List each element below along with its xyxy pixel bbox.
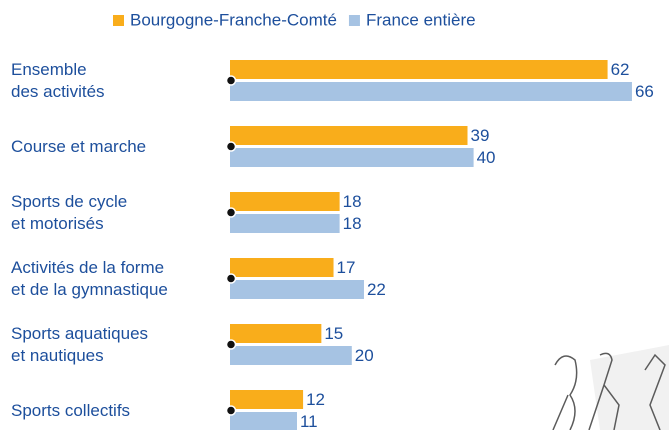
bar (230, 148, 474, 167)
bar (230, 258, 334, 277)
value-label: 39 (471, 126, 490, 145)
bar (230, 82, 632, 101)
axis-dot (225, 75, 237, 86)
bar (230, 192, 340, 211)
category-label: Sports de cycle et motorisés (11, 191, 128, 233)
bar (230, 324, 322, 343)
legend-label: France entière (366, 10, 476, 29)
value-label: 20 (355, 346, 374, 365)
legend-label: Bourgogne-Franche-Comté (130, 10, 337, 29)
category-label: Sports aquatiques et nautiques (11, 323, 149, 365)
bar (230, 214, 340, 233)
value-label: 18 (343, 192, 362, 211)
legend-swatch (348, 15, 360, 26)
value-label: 15 (324, 324, 343, 343)
value-label: 62 (611, 60, 630, 79)
category-label: Activités de la forme et de la gymnastiq… (11, 257, 168, 299)
value-label: 66 (635, 82, 654, 101)
value-label: 11 (300, 412, 318, 430)
category-label: Sports collectifs (11, 400, 131, 420)
axis-dot (225, 405, 237, 416)
bar (230, 390, 304, 409)
value-label: 17 (337, 258, 356, 277)
axis-dot (225, 207, 237, 218)
legend-swatch (113, 15, 124, 26)
axis-dot (225, 273, 237, 284)
value-label: 18 (343, 214, 362, 233)
value-label: 40 (477, 148, 496, 167)
category-label: Ensemble des activités (11, 59, 105, 101)
axis-dot (225, 141, 237, 152)
axis-dot (225, 339, 237, 350)
bar (230, 346, 352, 365)
category-label: Course et marche (11, 136, 147, 156)
bar (230, 126, 468, 145)
bar (230, 60, 608, 79)
value-label: 12 (306, 390, 325, 409)
value-label: 22 (367, 280, 386, 299)
bar (230, 280, 364, 299)
runner-icon (552, 345, 669, 430)
bar (230, 412, 297, 430)
